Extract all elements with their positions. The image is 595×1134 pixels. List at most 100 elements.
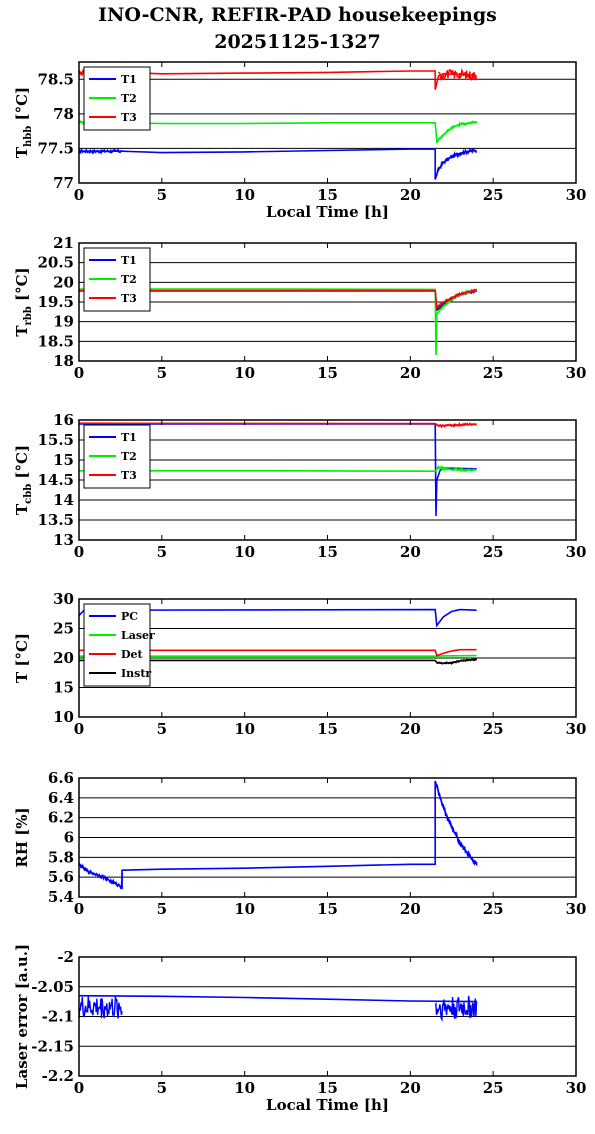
x-tick-label: 0 [74, 900, 84, 918]
x-tick-label: 30 [566, 364, 587, 382]
x-tick-label: 0 [74, 543, 84, 561]
legend-label: T2 [121, 273, 137, 286]
series-noise [78, 862, 123, 890]
y-axis-label: Trbb [°C] [13, 267, 34, 336]
series-noise [436, 421, 477, 429]
x-tick-label: 0 [74, 186, 84, 204]
x-tick-label: 20 [400, 1079, 421, 1097]
chart-panel-3: 0 5 10 15 20 25 30 13 13.5 14 14.5 15 15.5 16 Tcbb [°C… [13, 411, 586, 561]
y-axis-label: T [°C] [13, 633, 31, 683]
x-tick-label: 20 [400, 543, 421, 561]
legend-label: T1 [121, 254, 137, 267]
legend-label: PC [121, 610, 138, 623]
y-tick-label: -2.1 [42, 1008, 74, 1026]
legend-label: Det [121, 648, 144, 661]
x-tick-label: 30 [566, 720, 587, 738]
series-noise [78, 147, 123, 155]
chart-panel-4: 0 5 10 15 20 25 30 10 15 20 25 30 T [°C] PC Laser Det In… [13, 590, 586, 738]
y-tick-label: 15.5 [37, 431, 74, 449]
y-axis-label: Tcbb [°C] [13, 445, 34, 515]
legend-label: T2 [121, 92, 137, 105]
y-tick-label: 77.5 [37, 139, 74, 157]
series-noise [78, 996, 123, 1019]
y-tick-label: 18.5 [37, 332, 74, 350]
legend-label: T3 [121, 469, 137, 482]
x-tick-label: 30 [566, 900, 587, 918]
y-axis-label: RH [%] [13, 807, 31, 867]
series-line [79, 148, 477, 180]
x-tick-label: 0 [74, 364, 84, 382]
y-tick-label: 78.5 [37, 70, 74, 88]
x-tick-label: 25 [483, 900, 504, 918]
y-tick-label: 18 [53, 352, 74, 370]
y-tick-label: 78 [53, 105, 74, 123]
chart-subtitle: 20251125-1327 [214, 31, 381, 53]
y-tick-label: 15 [53, 451, 74, 469]
x-tick-label: 25 [483, 720, 504, 738]
x-tick-label: 15 [317, 364, 338, 382]
y-tick-label: 25 [53, 620, 74, 638]
x-tick-label: 10 [234, 543, 255, 561]
x-tick-label: 10 [234, 900, 255, 918]
series-noise [436, 288, 477, 309]
y-tick-label: 21 [53, 234, 74, 252]
x-tick-label: 25 [483, 543, 504, 561]
series-noise [436, 464, 477, 474]
series-noise [436, 657, 478, 666]
chart-panel-1: 0 5 10 15 20 25 30 77 77.5 78 78.5 Local Time [h] Th… [13, 61, 586, 221]
x-tick-label: 15 [317, 186, 338, 204]
series-noise [434, 995, 478, 1022]
x-tick-label: 20 [400, 364, 421, 382]
x-tick-label: 15 [317, 1079, 338, 1097]
x-tick-label: 5 [157, 186, 167, 204]
series-noise [436, 120, 478, 144]
y-tick-label: 5.8 [48, 848, 74, 866]
x-tick-label: 25 [483, 364, 504, 382]
y-tick-label: 14 [53, 491, 74, 509]
x-tick-label: 25 [483, 1079, 504, 1097]
legend-label: Instr [121, 667, 151, 680]
x-tick-label: 20 [400, 720, 421, 738]
series-noise [436, 783, 478, 867]
x-axis-label: Local Time [h] [266, 203, 389, 221]
x-tick-label: 0 [74, 720, 84, 738]
y-axis-label: Laser error [a.u.] [13, 944, 31, 1089]
y-tick-label: 10 [53, 708, 74, 726]
series-line [79, 648, 477, 657]
x-tick-label: 10 [234, 1079, 255, 1097]
x-tick-label: 20 [400, 186, 421, 204]
chart-title: INO-CNR, REFIR-PAD housekeepings [98, 4, 497, 26]
y-tick-label: 6.2 [48, 809, 74, 827]
chart-panel-5: 0 5 10 15 20 25 30 5.4 5.6 5.86 6.2 6.4 6.6 RH [%] [13, 769, 586, 918]
x-tick-label: 10 [234, 186, 255, 204]
y-tick-label: 15 [53, 679, 74, 697]
y-tick-label: 14.5 [37, 471, 74, 489]
x-tick-label: 5 [157, 543, 167, 561]
legend-label: T3 [121, 111, 137, 124]
y-tick-label: 30 [53, 590, 74, 608]
x-tick-label: 5 [157, 900, 167, 918]
legend-label: T2 [121, 450, 137, 463]
x-tick-label: 15 [317, 900, 338, 918]
x-tick-label: 5 [157, 364, 167, 382]
y-tick-label: -2 [57, 948, 74, 966]
x-tick-label: 30 [566, 1079, 587, 1097]
y-tick-label: 5.6 [48, 868, 74, 886]
y-tick-label: -2.05 [31, 978, 74, 996]
y-tick-label: 13.5 [37, 511, 74, 529]
y-tick-label: 20 [53, 273, 74, 291]
y-axis-label: Thbb [°C] [13, 87, 34, 158]
y-tick-label: 77 [53, 174, 74, 192]
y-tick-label: 16 [53, 411, 74, 429]
legend-label: Laser [121, 629, 155, 642]
series-line [78, 994, 477, 1003]
x-tick-label: 5 [157, 720, 167, 738]
x-tick-label: 10 [234, 364, 255, 382]
series-line [78, 780, 478, 890]
y-tick-label: 5.4 [48, 888, 74, 906]
chart-panel-6: 0 5 10 15 20 25 30 -2.2 -2.15 -2.1 -2.05 -2 Local Ti… [13, 944, 586, 1114]
y-tick-label: 6.6 [48, 769, 74, 787]
series-noise [437, 67, 478, 82]
y-tick-label: 20 [53, 649, 74, 667]
